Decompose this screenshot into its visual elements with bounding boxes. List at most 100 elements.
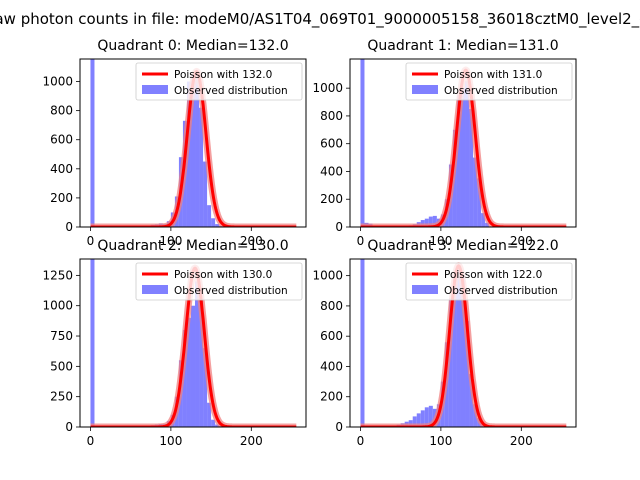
y-tick-label: 0 xyxy=(335,420,343,434)
histogram-bar xyxy=(203,348,208,427)
y-tick-label: 200 xyxy=(50,191,73,205)
histogram-bar xyxy=(448,298,453,427)
x-tick-label: 200 xyxy=(240,234,263,248)
histogram-bar xyxy=(207,205,212,227)
legend-label-poisson: Poisson with 132.0 xyxy=(174,69,272,81)
y-tick-label: 800 xyxy=(320,299,343,313)
legend: Poisson with 130.0 Observed distribution xyxy=(135,262,303,301)
histogram-bar xyxy=(469,374,474,427)
histogram-bar xyxy=(473,404,478,427)
legend-swatch-observed xyxy=(142,85,168,94)
x-tick-label: 100 xyxy=(159,434,182,448)
x-tick-label: 0 xyxy=(357,434,365,448)
histogram-bar xyxy=(485,222,490,227)
histogram-bar xyxy=(465,321,470,427)
histogram-bar xyxy=(460,88,466,227)
legend-label-observed: Observed distribution xyxy=(444,285,558,297)
y-tick-label: 1250 xyxy=(42,268,73,282)
x-tick-label: 0 xyxy=(357,234,365,248)
histogram-bar xyxy=(428,405,433,427)
legend-label-observed: Observed distribution xyxy=(174,285,288,297)
histogram-bar xyxy=(199,299,204,427)
y-tick-label: 400 xyxy=(320,359,343,373)
x-tick-label: 0 xyxy=(87,434,95,448)
legend: Poisson with 132.0 Observed distribution xyxy=(135,62,303,101)
y-tick-label: 600 xyxy=(320,329,343,343)
legend-label-observed: Observed distribution xyxy=(444,85,558,97)
histogram-bar xyxy=(186,317,191,427)
subplot-2: 0 100 200 0 250 500 750 1000 1250 Quadrant 2: Med… xyxy=(42,238,307,448)
histogram-bar xyxy=(465,81,470,227)
histogram-bar xyxy=(473,157,478,227)
y-tick-label: 0 xyxy=(65,420,73,434)
legend-box xyxy=(135,262,303,301)
subplot-3: 0 100 200 0 200 400 600 800 1000 Quadrant 3: Medi… xyxy=(312,238,577,448)
x-tick-label: 200 xyxy=(510,234,533,248)
x-tick-label: 100 xyxy=(429,234,452,248)
y-tick-label: 800 xyxy=(50,104,73,118)
y-tick-label: 500 xyxy=(50,359,73,373)
histogram-bar xyxy=(207,402,212,427)
histogram-bar xyxy=(432,215,437,227)
legend-swatch-observed xyxy=(412,85,438,94)
subplot-0: 0 100 200 0 200 400 600 800 1000 Quadrant 0: Medi… xyxy=(42,38,307,248)
histogram-bar xyxy=(424,407,429,427)
y-tick-label: 750 xyxy=(50,329,73,343)
legend-label-poisson: Poisson with 130.0 xyxy=(174,269,272,281)
histogram-bar xyxy=(452,275,457,427)
x-tick-label: 0 xyxy=(87,234,95,248)
subplot-title: Quadrant 3: Median=122.0 xyxy=(367,238,558,254)
axes-frame xyxy=(79,58,307,228)
y-tick-label: 0 xyxy=(335,220,343,234)
axes-frame xyxy=(349,258,577,428)
histogram-bar xyxy=(412,416,417,427)
histogram-bar xyxy=(190,74,196,227)
legend-label-poisson: Poisson with 131.0 xyxy=(444,69,542,81)
histogram-bar xyxy=(456,268,461,427)
x-tick-label: 200 xyxy=(510,434,533,448)
legend-box xyxy=(135,62,303,101)
x-tick-label: 100 xyxy=(429,434,452,448)
y-tick-label: 400 xyxy=(50,162,73,176)
histogram-bar xyxy=(195,281,200,427)
y-tick-label: 600 xyxy=(320,137,343,151)
histogram-bar xyxy=(90,259,95,427)
histogram-bar xyxy=(203,161,208,227)
histogram-bar xyxy=(215,424,220,427)
y-tick-label: 1000 xyxy=(42,75,73,89)
histogram-bar xyxy=(186,81,191,227)
histogram-bar xyxy=(477,178,482,227)
histogram-bar xyxy=(360,59,365,227)
x-tick-label: 200 xyxy=(240,434,263,448)
histogram-bar xyxy=(416,413,421,427)
axes-frame xyxy=(349,58,577,228)
y-tick-label: 200 xyxy=(320,192,343,206)
legend-label-observed: Observed distribution xyxy=(174,85,288,97)
histogram-bar xyxy=(90,59,95,227)
subplot-1: 0 100 200 0 200 400 600 800 1000 Quadrant 1: Medi… xyxy=(312,38,577,248)
y-tick-label: 250 xyxy=(50,390,73,404)
histogram-bar xyxy=(195,72,200,227)
histogram-bar xyxy=(420,410,425,427)
y-tick-label: 0 xyxy=(65,220,73,234)
subplot-title: Quadrant 2: Median=130.0 xyxy=(97,238,288,254)
histogram-bar xyxy=(360,259,365,427)
legend-swatch-observed xyxy=(412,285,438,294)
histogram-bar xyxy=(424,218,429,227)
subplot-title: Quadrant 0: Median=132.0 xyxy=(97,38,288,54)
y-tick-label: 800 xyxy=(320,109,343,123)
legend: Poisson with 122.0 Observed distribution xyxy=(405,262,573,301)
histogram-bar xyxy=(199,107,204,227)
legend: Poisson with 131.0 Observed distribution xyxy=(405,62,573,101)
figure-suptitle: Histogram of raw photon counts in file: … xyxy=(0,10,640,29)
y-tick-label: 200 xyxy=(320,390,343,404)
histogram-bar xyxy=(460,275,466,427)
histogram-bar xyxy=(428,216,433,227)
legend-box xyxy=(405,262,573,301)
histogram-bar xyxy=(182,329,187,427)
y-tick-label: 1000 xyxy=(42,299,73,313)
histogram-bar xyxy=(190,305,196,427)
histogram-bar xyxy=(215,224,220,227)
